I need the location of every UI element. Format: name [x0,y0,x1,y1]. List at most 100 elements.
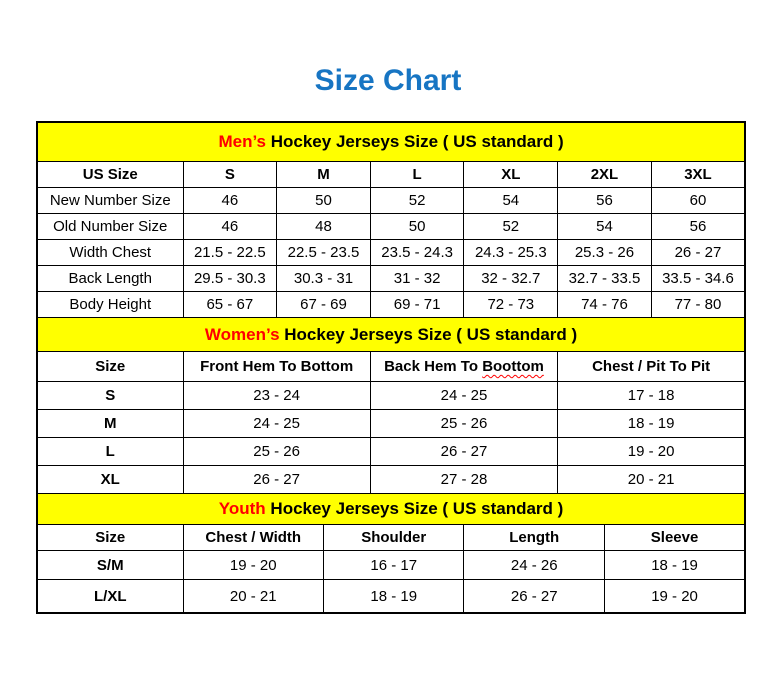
section-band-highlight: Men’s [218,132,267,151]
value-cell: 26 - 27 [650,239,746,266]
table-row: L/XL 20 - 21 18 - 19 26 - 27 19 - 20 [36,579,746,614]
column-header-mens-6: 3XL [650,161,746,188]
value-cell: 20 - 21 [182,579,324,614]
value-cell: 25 - 26 [182,437,371,466]
value-cell: 32.7 - 33.5 [557,265,652,292]
misspelled-word: Boottom [482,358,544,375]
row-label: Back Length [36,265,184,292]
column-header-mens-2: M [276,161,371,188]
column-header-womens-1: Front Hem To Bottom [182,351,371,382]
value-cell: 24.3 - 25.3 [463,239,559,266]
value-cell: 48 [276,213,371,240]
row-label: S/M [36,550,184,580]
row-label: New Number Size [36,187,184,214]
value-cell: 50 [369,213,465,240]
value-cell: 65 - 67 [182,291,278,318]
value-cell: 72 - 73 [463,291,559,318]
value-cell: 74 - 76 [557,291,652,318]
column-header-youth-4: Sleeve [603,524,746,551]
value-cell: 26 - 27 [463,579,605,614]
section-band-text: Hockey Jerseys Size ( US standard ) [279,324,578,344]
row-label: M [36,409,184,438]
value-cell: 69 - 71 [369,291,465,318]
value-cell: 30.3 - 31 [276,265,371,292]
row-label: Width Chest [36,239,184,266]
value-cell: 17 - 18 [557,381,746,410]
value-cell: 19 - 20 [182,550,324,580]
column-header-womens-2: Back Hem To Boottom [369,351,559,382]
table-row: L 25 - 26 26 - 27 19 - 20 [36,437,746,466]
value-cell: 46 [182,187,278,214]
value-cell: 60 [650,187,746,214]
column-header-womens-0: Size [36,351,184,382]
value-cell: 46 [182,213,278,240]
value-cell: 77 - 80 [650,291,746,318]
value-cell: 25 - 26 [369,409,559,438]
row-label: XL [36,465,184,494]
column-header-mens-5: 2XL [557,161,652,188]
value-cell: 54 [557,213,652,240]
column-header-youth-2: Shoulder [322,524,465,551]
value-cell: 50 [276,187,371,214]
value-cell: 31 - 32 [369,265,465,292]
table-row: S/M 19 - 20 16 - 17 24 - 26 18 - 19 [36,550,746,580]
column-header-womens-3: Chest / Pit To Pit [557,351,746,382]
page-title: Size Chart [314,64,462,97]
section-band-row: Men’s Hockey Jerseys Size ( US standard … [36,121,746,162]
value-cell: 67 - 69 [276,291,371,318]
section-band-youth: Youth Hockey Jerseys Size ( US standard … [36,493,746,525]
value-cell: 24 - 25 [182,409,371,438]
value-cell: 29.5 - 30.3 [182,265,278,292]
column-header-youth-0: Size [36,524,184,551]
column-header-mens-1: S [182,161,278,188]
column-header-mens-4: XL [463,161,559,188]
value-cell: 27 - 28 [369,465,559,494]
value-cell: 21.5 - 22.5 [182,239,278,266]
table-row: Back Length 29.5 - 30.3 30.3 - 31 31 - 32 32… [36,265,746,292]
value-cell: 19 - 20 [557,437,746,466]
table-row: Body Height 65 - 67 67 - 69 69 - 71 72 - 73 7… [36,291,746,318]
value-cell: 18 - 19 [557,409,746,438]
value-cell: 22.5 - 23.5 [276,239,371,266]
value-cell: 52 [369,187,465,214]
section-band-row: Women’s Hockey Jerseys Size ( US standar… [36,317,746,352]
row-label: Body Height [36,291,184,318]
value-cell: 23.5 - 24.3 [369,239,465,266]
value-cell: 26 - 27 [182,465,371,494]
table-row: XL 26 - 27 27 - 28 20 - 21 [36,465,746,494]
value-cell: 33.5 - 34.6 [650,265,746,292]
row-label: L [36,437,184,466]
section-mens: Men’s Hockey Jerseys Size ( US standard … [36,121,746,318]
table-row: Width Chest 21.5 - 22.5 22.5 - 23.5 23.5 - … [36,239,746,266]
value-cell: 52 [463,213,559,240]
value-cell: 54 [463,187,559,214]
value-cell: 20 - 21 [557,465,746,494]
size-chart: Men’s Hockey Jerseys Size ( US standard … [36,121,747,614]
row-label: S [36,381,184,410]
column-header-youth-3: Length [463,524,605,551]
table-row: New Number Size 46 50 52 54 56 60 [36,187,746,214]
section-band-row: Youth Hockey Jerseys Size ( US standard … [36,493,746,525]
section-band-highlight: Women’s [204,324,280,344]
row-label: L/XL [36,579,184,614]
section-womens: Women’s Hockey Jerseys Size ( US standar… [36,317,746,494]
value-cell: 56 [650,213,746,240]
column-header-youth-1: Chest / Width [182,524,324,551]
column-header-text: Back Hem To [384,358,483,375]
value-cell: 24 - 26 [463,550,605,580]
value-cell: 24 - 25 [369,381,559,410]
value-cell: 18 - 19 [322,579,465,614]
value-cell: 18 - 19 [603,550,746,580]
value-cell: 23 - 24 [182,381,371,410]
value-cell: 19 - 20 [603,579,746,614]
value-cell: 16 - 17 [322,550,465,580]
table-row: S 23 - 24 24 - 25 17 - 18 [36,381,746,410]
section-band-mens: Men’s Hockey Jerseys Size ( US standard … [36,121,746,162]
section-youth: Youth Hockey Jerseys Size ( US standard … [36,493,746,614]
size-table: Men’s Hockey Jerseys Size ( US standard … [36,121,747,614]
column-header-row: Size Chest / Width Shoulder Length Sleeve [36,524,746,551]
column-header-row: Size Front Hem To Bottom Back Hem To Boott… [36,351,746,382]
section-band-highlight: Youth [218,499,266,518]
section-band-womens: Women’s Hockey Jerseys Size ( US standar… [36,317,746,352]
column-header-row: US Size S M L XL 2XL 3XL [36,161,746,188]
